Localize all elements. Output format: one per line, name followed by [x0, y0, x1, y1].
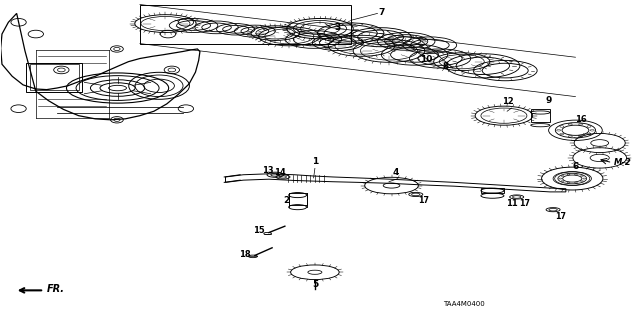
Text: 17: 17: [556, 212, 566, 221]
Text: 4: 4: [392, 168, 399, 177]
Text: 3: 3: [334, 23, 340, 32]
Text: 7: 7: [379, 8, 385, 17]
Text: 8: 8: [443, 62, 449, 71]
Text: 6: 6: [572, 162, 579, 171]
Polygon shape: [225, 174, 566, 192]
Text: 9: 9: [545, 96, 552, 105]
Text: 12: 12: [502, 97, 515, 106]
Text: TAA4M0400: TAA4M0400: [443, 301, 484, 307]
Text: 13: 13: [262, 166, 273, 175]
Text: 15: 15: [253, 226, 264, 235]
Text: 16: 16: [575, 115, 586, 124]
Text: 2: 2: [284, 196, 290, 205]
Text: M-2: M-2: [614, 158, 632, 167]
Text: FR.: FR.: [47, 284, 65, 294]
Text: 5: 5: [312, 280, 318, 289]
Text: 18: 18: [239, 250, 250, 259]
Text: 17: 17: [519, 199, 530, 208]
Text: 11: 11: [506, 199, 518, 208]
Text: 10: 10: [420, 55, 432, 64]
Text: 1: 1: [312, 158, 318, 167]
Text: 14: 14: [275, 168, 286, 177]
Text: 17: 17: [418, 196, 429, 205]
